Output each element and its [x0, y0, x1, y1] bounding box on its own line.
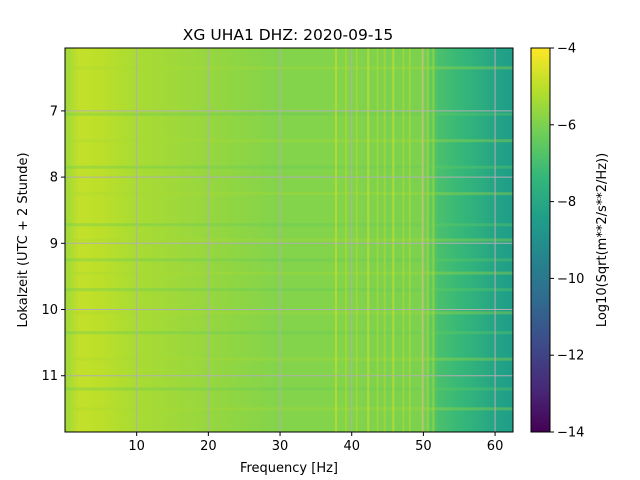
y-tick-label: 8	[50, 171, 58, 186]
colorbar-gradient	[530, 47, 551, 433]
colorbar: −4 −6 −8 −10 −12 −14 Log10(Sqrt(m**2/s**2/Hz)…	[530, 42, 610, 441]
noise-band	[65, 311, 513, 315]
x-tick-label: 40	[343, 439, 360, 454]
colorbar-tick-label: −10	[557, 272, 584, 287]
noise-band	[65, 271, 513, 275]
narrowband-line	[383, 48, 386, 432]
noise-band	[65, 407, 513, 411]
noise-band	[65, 139, 513, 143]
y-tick-label: 9	[50, 237, 58, 252]
noise-band	[65, 258, 513, 262]
y-axis: 7 8 9 10 11	[41, 104, 65, 384]
noise-band	[65, 112, 513, 116]
x-axis: 10 20 30 40 50 60	[128, 432, 503, 454]
x-axis-label: Frequency [Hz]	[240, 461, 338, 476]
noise-band	[65, 331, 513, 335]
spectrogram-background	[65, 48, 513, 432]
horizontal-noise-bands	[65, 66, 513, 411]
narrowband-line	[392, 48, 395, 432]
x-tick-label: 30	[272, 439, 289, 454]
x-tick-label: 50	[415, 439, 432, 454]
colorbar-ticks: −4 −6 −8 −10 −12 −14	[550, 42, 584, 441]
chart-title: XG UHA1 DHZ: 2020-09-15	[183, 26, 393, 44]
noise-band	[65, 223, 513, 227]
colorbar-tick-label: −14	[557, 426, 584, 441]
noise-band	[65, 192, 513, 196]
grid-lines	[65, 48, 513, 432]
narrowband-line	[432, 48, 435, 432]
noise-band	[65, 288, 513, 292]
noise-band	[65, 357, 513, 361]
x-tick-label: 20	[200, 439, 217, 454]
colorbar-tick-label: −6	[557, 118, 576, 133]
y-axis-label: Lokalzeit (UTC + 2 Stunde)	[16, 152, 31, 327]
plot-area	[65, 48, 513, 432]
colorbar-tick-label: −8	[557, 195, 576, 210]
narrowband-line	[421, 48, 424, 432]
plot-frame	[64, 47, 514, 433]
narrowband-line	[408, 48, 411, 432]
colorbar-label: Log10(Sqrt(m**2/s**2/Hz))	[595, 153, 610, 327]
noise-band	[65, 387, 513, 391]
y-tick-label: 10	[41, 303, 58, 318]
narrowband-line	[426, 48, 429, 432]
narrowband-line	[355, 48, 358, 432]
y-tick-label: 7	[50, 104, 58, 119]
y-tick-label: 11	[41, 369, 58, 384]
noise-band	[65, 165, 513, 169]
x-tick-label: 10	[128, 439, 145, 454]
colorbar-tick-label: −12	[557, 349, 584, 364]
narrowband-lines	[334, 48, 435, 432]
colorbar-tick-label: −4	[557, 42, 576, 57]
narrowband-line	[402, 48, 405, 432]
narrowband-line	[344, 48, 347, 432]
narrowband-line	[376, 48, 379, 432]
narrowband-line	[334, 48, 337, 432]
noise-band	[65, 66, 513, 70]
noise-band	[65, 238, 513, 242]
narrowband-line	[367, 48, 370, 432]
x-tick-label: 60	[487, 439, 504, 454]
